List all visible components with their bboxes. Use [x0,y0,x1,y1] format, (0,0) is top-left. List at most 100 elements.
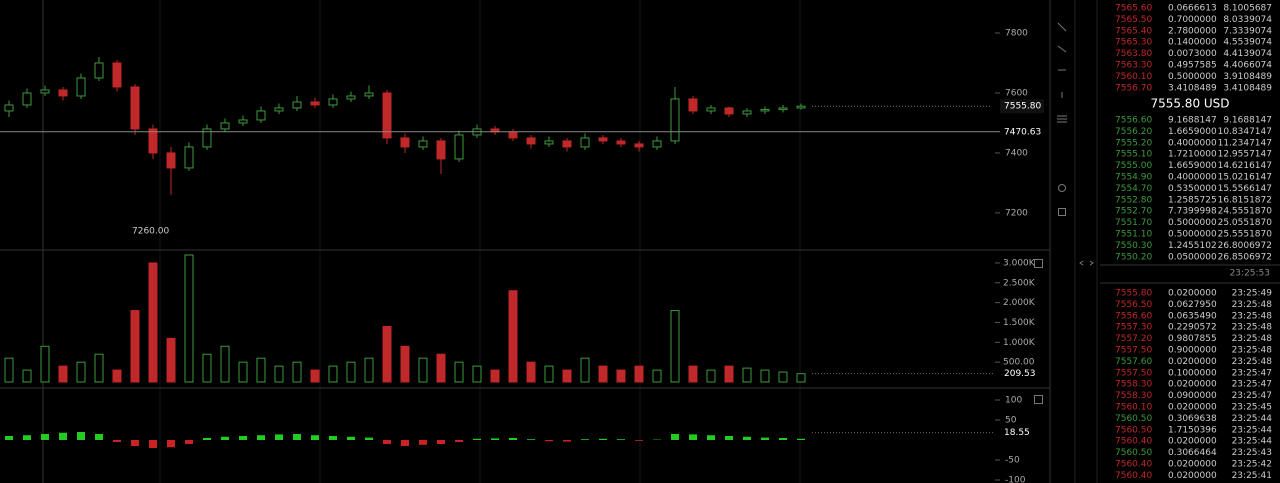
bid-price: 7555.20 [1115,138,1152,148]
toolbar[interactable] [1034,22,1094,404]
macd-bar [617,439,625,440]
candle-body [202,128,212,148]
bid-total: 9.1688147 [1223,116,1272,126]
candle-body [526,137,536,145]
trade-amount: 0.0200000 [1168,289,1217,299]
macd-bar [725,436,733,440]
bid-amount: 0.5350000 [1168,184,1217,194]
y-tick-label: 7200 [1005,208,1028,218]
volume-bar [202,353,212,383]
volume-bar [778,371,788,383]
y-tick-label: 2.000K [1003,298,1036,308]
candle-body [148,128,158,154]
macd-bar [671,434,679,440]
candle-body [238,119,248,124]
macd-bar [635,440,643,441]
macd-bar [203,438,211,440]
ask-price: 7556.70 [1115,83,1152,93]
bid-amount: 9.1688147 [1168,116,1217,126]
close-volume[interactable] [1034,259,1043,268]
y-tick-label: -50 [1005,456,1020,466]
macd-bar [77,432,85,440]
ask-total: 4.5539074 [1223,38,1272,48]
trade-time: 23:25:41 [1232,471,1272,481]
ask-amount: 0.5000000 [1168,72,1217,82]
volume-bar [724,365,734,383]
bid-total: 24.5551870 [1218,207,1273,217]
trade-amount: 0.0200000 [1168,380,1217,390]
candle-body [328,98,338,106]
candle-body [742,110,752,115]
volume-bar [796,373,806,383]
bid-price: 7555.10 [1115,150,1152,160]
bid-amount: 1.6659000 [1168,161,1217,171]
candle-body [364,92,374,97]
macd-bar [599,438,607,440]
bid-total: 26.8006972 [1218,241,1272,251]
tool-icons[interactable] [1057,22,1067,123]
macd-bar [689,434,697,440]
trade-price: 7560.50 [1115,425,1152,435]
candle-body [4,104,14,112]
volume-bar [652,369,662,383]
candle-body [22,92,32,106]
y-tick-label: 1.000K [1003,338,1036,348]
mid-price: 7555.80 USD [1150,97,1229,111]
trade-price: 7555.80 [1115,289,1152,299]
candle-body [94,62,104,79]
candle-body [220,122,230,130]
macd-bar [293,434,301,440]
macd-bar [779,438,787,440]
ask-amount: 2.7800000 [1168,26,1217,36]
candle-body [724,107,734,115]
time-grid [42,0,801,483]
bid-price: 7556.60 [1115,116,1152,126]
candle-body [112,62,122,88]
trade-amount: 0.0900000 [1168,391,1217,401]
volume-bar [706,369,716,383]
candle-body [688,98,698,112]
y-tick-label: 500.00 [1003,358,1035,368]
collapse-arrows[interactable] [1079,260,1094,266]
trade-price: 7560.40 [1115,437,1152,447]
volume-bar [382,325,392,383]
volume-bar [148,262,158,383]
y-tick-label: 1.500K [1003,318,1036,328]
macd-bar [365,437,373,440]
y-tick-label: 7600 [1005,88,1028,98]
tool-circle[interactable] [1058,184,1066,192]
macd-bar [59,432,67,440]
bid-price: 7552.70 [1115,207,1152,217]
bid-price: 7552.80 [1115,195,1152,205]
volume-bar [544,365,554,383]
volume-bar [166,337,176,383]
ask-price: 7563.80 [1115,49,1152,59]
trade-time: 23:25:44 [1232,425,1273,435]
candle-body [796,105,806,109]
close-macd[interactable] [1034,395,1043,404]
volume-bar [112,369,122,383]
bid-amount: 0.5000000 [1168,218,1217,228]
trade-amount: 0.2290572 [1168,323,1217,333]
bid-amount: 0.4000000 [1168,173,1217,183]
macd-bar [347,436,355,440]
trade-price: 7556.60 [1115,311,1152,321]
trade-time: 23:25:48 [1232,323,1273,333]
macd-bar [149,440,157,448]
candle-body [310,101,320,106]
tool-rect[interactable] [1058,208,1066,216]
macd-bar [185,440,193,444]
trade-price: 7560.40 [1115,471,1152,481]
candle-body [436,140,446,160]
bid-price: 7554.70 [1115,184,1152,194]
bid-price: 7551.70 [1115,218,1152,228]
volume-bar [184,254,194,383]
volume-bar [4,357,14,383]
candle-body [706,107,716,112]
bid-total: 26.8506972 [1218,252,1272,262]
candle-body [346,95,356,100]
candle-body [418,140,428,148]
volume-bar [274,365,284,383]
